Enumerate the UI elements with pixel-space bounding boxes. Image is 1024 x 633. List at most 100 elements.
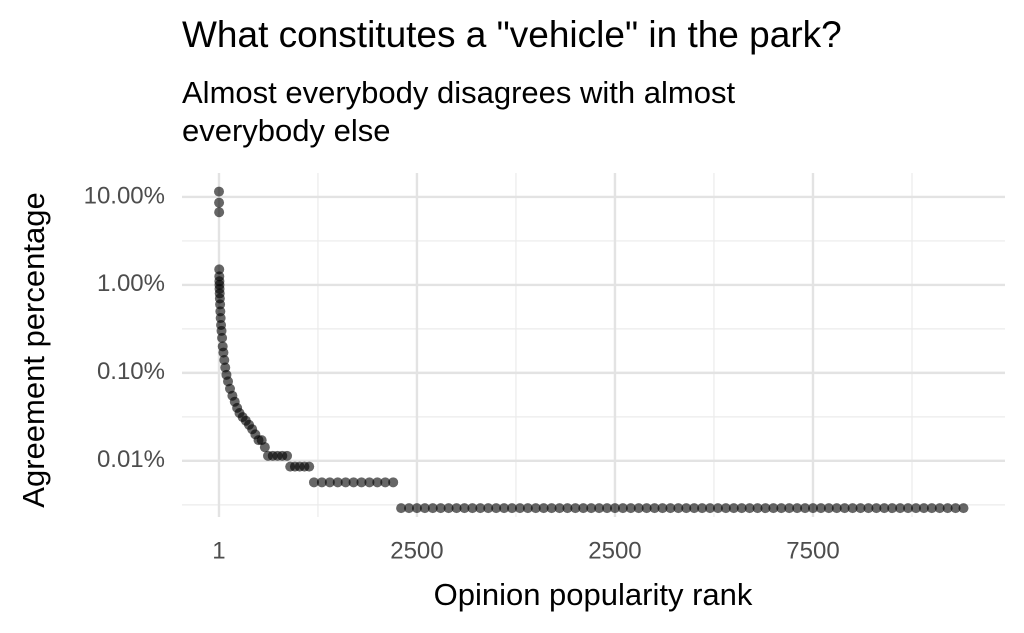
marks-layer xyxy=(213,186,969,514)
x-tick-label: 2500 xyxy=(390,537,443,564)
x-tick-label: 1 xyxy=(212,537,225,564)
point xyxy=(625,503,636,514)
y-tick-label: 1.00% xyxy=(97,270,165,297)
point xyxy=(304,461,315,472)
point xyxy=(705,503,716,514)
point xyxy=(483,503,494,514)
point xyxy=(332,477,343,488)
point xyxy=(697,503,708,514)
point xyxy=(594,503,605,514)
point xyxy=(308,477,319,488)
point xyxy=(855,503,866,514)
point xyxy=(419,503,430,514)
point xyxy=(815,503,826,514)
point xyxy=(689,503,700,514)
point xyxy=(609,503,620,514)
point xyxy=(356,477,367,488)
chart-title: What constitutes a "vehicle" in the park… xyxy=(182,14,842,55)
point xyxy=(910,503,921,514)
y-tick-label: 10.00% xyxy=(84,182,165,209)
point xyxy=(214,207,225,218)
point xyxy=(217,332,228,343)
point xyxy=(736,503,747,514)
grid-layer xyxy=(182,173,1005,517)
point xyxy=(213,186,224,197)
point xyxy=(800,503,811,514)
point xyxy=(807,503,818,514)
point xyxy=(348,477,359,488)
point xyxy=(514,503,525,514)
point xyxy=(681,503,692,514)
point xyxy=(641,503,652,514)
point xyxy=(863,503,874,514)
point xyxy=(259,442,270,453)
point xyxy=(467,503,478,514)
y-tick-label: 0.10% xyxy=(97,358,165,385)
point xyxy=(340,477,351,488)
y-axis-title: Agreement percentage xyxy=(16,192,51,507)
point xyxy=(570,503,581,514)
point xyxy=(823,503,834,514)
point xyxy=(602,503,613,514)
x-tick-label: 7500 xyxy=(786,537,839,564)
point xyxy=(950,503,961,514)
point xyxy=(776,503,787,514)
point xyxy=(316,477,327,488)
point xyxy=(934,503,945,514)
point xyxy=(491,503,502,514)
point xyxy=(720,503,731,514)
point xyxy=(792,503,803,514)
point xyxy=(895,503,906,514)
point xyxy=(218,347,229,358)
point xyxy=(871,503,882,514)
point xyxy=(538,503,549,514)
point xyxy=(443,503,454,514)
point xyxy=(926,503,937,514)
point xyxy=(665,503,676,514)
point xyxy=(459,503,470,514)
point xyxy=(562,503,573,514)
point xyxy=(554,503,565,514)
point xyxy=(887,503,898,514)
point xyxy=(942,503,953,514)
point xyxy=(586,503,597,514)
point xyxy=(958,503,969,514)
point xyxy=(673,503,684,514)
point xyxy=(744,503,755,514)
point xyxy=(451,503,462,514)
point xyxy=(768,503,779,514)
point xyxy=(499,503,510,514)
point xyxy=(839,503,850,514)
point xyxy=(215,299,226,310)
point xyxy=(657,503,668,514)
point xyxy=(380,477,391,488)
point xyxy=(752,503,763,514)
point xyxy=(918,503,929,514)
point xyxy=(728,503,739,514)
point xyxy=(219,355,230,366)
point xyxy=(617,503,628,514)
point xyxy=(506,503,517,514)
point xyxy=(903,503,914,514)
point xyxy=(388,477,399,488)
point xyxy=(530,503,541,514)
point xyxy=(364,477,375,488)
chart-subtitle: Almost everybody disagrees with almost e… xyxy=(182,75,736,148)
point xyxy=(546,503,557,514)
x-tick-label: 2500 xyxy=(588,537,641,564)
point xyxy=(404,503,415,514)
point xyxy=(578,503,589,514)
point xyxy=(712,503,723,514)
point xyxy=(324,477,335,488)
point xyxy=(760,503,771,514)
point xyxy=(633,503,644,514)
point xyxy=(879,503,890,514)
point xyxy=(847,503,858,514)
point xyxy=(372,477,383,488)
point xyxy=(282,450,293,461)
point xyxy=(784,503,795,514)
point xyxy=(831,503,842,514)
point xyxy=(396,503,407,514)
